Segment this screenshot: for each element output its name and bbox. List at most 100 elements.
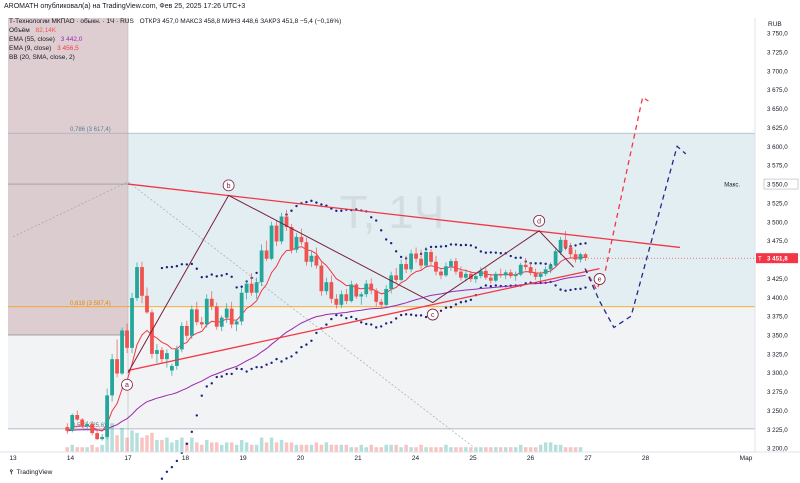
bb-lower-dot (345, 316, 348, 320)
candle-body (160, 350, 164, 360)
wave-marker-c (426, 308, 439, 321)
volume-bar (389, 444, 393, 452)
volume-bar (444, 444, 448, 452)
bb-lower-dot (315, 331, 318, 335)
last-price-tag[interactable] (756, 253, 798, 264)
wave-label-c: c (431, 312, 435, 319)
candle-body (344, 294, 349, 302)
price-tick-label: 3 500,0 (767, 219, 788, 226)
candle-body (95, 433, 100, 440)
bb-label: BB (20, SMA, close, 2) (9, 54, 75, 61)
candle-body (498, 273, 503, 276)
bb-upper-dot (394, 250, 398, 253)
volume-bar (504, 447, 508, 452)
candle-body (279, 216, 284, 242)
candle-body (508, 272, 513, 277)
candle-body (459, 271, 463, 278)
price-tick-label: 3 525,0 (767, 200, 788, 207)
volume-bar (469, 447, 473, 452)
ema55-value: 3 442,0 (60, 36, 83, 43)
bb-upper-dot (399, 255, 403, 259)
bb-lower-dot (230, 372, 233, 376)
volume-bar (484, 447, 488, 452)
candle-body (359, 294, 364, 297)
candle-body (304, 242, 309, 262)
bb-lower-dot (225, 372, 228, 376)
volume-bar (319, 444, 324, 452)
volume-bar (364, 447, 368, 452)
candle-body (145, 295, 149, 313)
bb-upper-dot (310, 199, 313, 203)
publisher-title: AROMATH опубликовал(а) на TradingView.co… (4, 3, 246, 10)
volume-bar (309, 444, 314, 452)
volume-bar (439, 447, 443, 452)
bb-upper-dot (494, 251, 498, 254)
volume-bar (459, 447, 463, 452)
volume-bar (543, 442, 548, 452)
candle-body (264, 250, 269, 259)
volume-bar (294, 444, 299, 452)
candle-body (194, 309, 199, 323)
legend-symbol-row[interactable]: Т-Технологии МКПАО · обыкн. · 1Ч · RUS О… (9, 17, 341, 26)
bb-lower-dot (290, 355, 293, 358)
highlight-zone (8, 18, 128, 336)
price-tick-label: 3 725,0 (767, 49, 788, 56)
bb-upper-dot (235, 286, 238, 289)
candle-body (274, 225, 279, 242)
legend-volume-row[interactable]: Объём 82,14K (9, 26, 341, 35)
bb-upper-dot (519, 256, 522, 259)
bb-upper-dot (335, 209, 338, 213)
volume-bar (374, 447, 378, 452)
volume-bar (578, 447, 583, 452)
volume-bar (175, 440, 179, 452)
bb-upper-dot (539, 262, 542, 265)
bb-upper-dot (474, 246, 478, 249)
bb-lower-dot (404, 313, 408, 316)
candle-body (110, 359, 114, 396)
wave-label-a: a (125, 382, 129, 389)
volume-bar (568, 447, 573, 452)
volume-bar (394, 444, 398, 452)
bb-lower-dot (489, 285, 493, 288)
bb-lower-dot (325, 323, 328, 326)
candle-body (150, 312, 154, 354)
volume-bar (533, 447, 538, 452)
volume-bar (105, 430, 109, 452)
bb-lower-dot (280, 360, 283, 363)
candle-body (528, 267, 533, 274)
volume-bar (140, 437, 144, 452)
candle-body (269, 225, 274, 259)
fib-label-1: 0,618 (3 587,4) (70, 301, 111, 307)
volume-bar (214, 442, 219, 452)
candle-body (120, 330, 124, 374)
volume-bar (334, 444, 339, 452)
bb-upper-dot (290, 209, 293, 212)
bb-lower-dot (190, 430, 194, 434)
candle-body (259, 250, 264, 283)
legend-bb-row[interactable]: BB (20, SMA, close, 2) (9, 53, 341, 62)
bb-lower-dot (335, 313, 338, 317)
ema55-label: EMA (55, close) (9, 36, 55, 43)
bb-upper-dot (210, 273, 213, 276)
price-tick-label: 3 700,0 (767, 68, 788, 75)
volume-bar (339, 444, 344, 452)
candle-body (334, 298, 339, 305)
volume-bar (499, 447, 503, 452)
volume-bar (90, 444, 94, 452)
candle-body (65, 427, 70, 431)
volume-bar (404, 444, 408, 452)
currency-label: RUB (768, 21, 782, 28)
bb-upper-dot (165, 266, 169, 269)
bb-lower-dot (255, 365, 258, 369)
candle-body (90, 424, 95, 434)
candle-body (493, 273, 498, 281)
bb-upper-dot (579, 242, 582, 246)
bb-lower-dot (285, 357, 288, 360)
candle-body (214, 306, 219, 327)
bb-lower-dot (459, 301, 463, 304)
candle-body (488, 277, 493, 281)
bb-upper-dot (320, 203, 323, 206)
legend-ema55-row[interactable]: EMA (55, close) 3 442,0 (9, 35, 341, 44)
legend-ema9-row[interactable]: EMA (9, close) 3 456,5 (9, 44, 341, 53)
